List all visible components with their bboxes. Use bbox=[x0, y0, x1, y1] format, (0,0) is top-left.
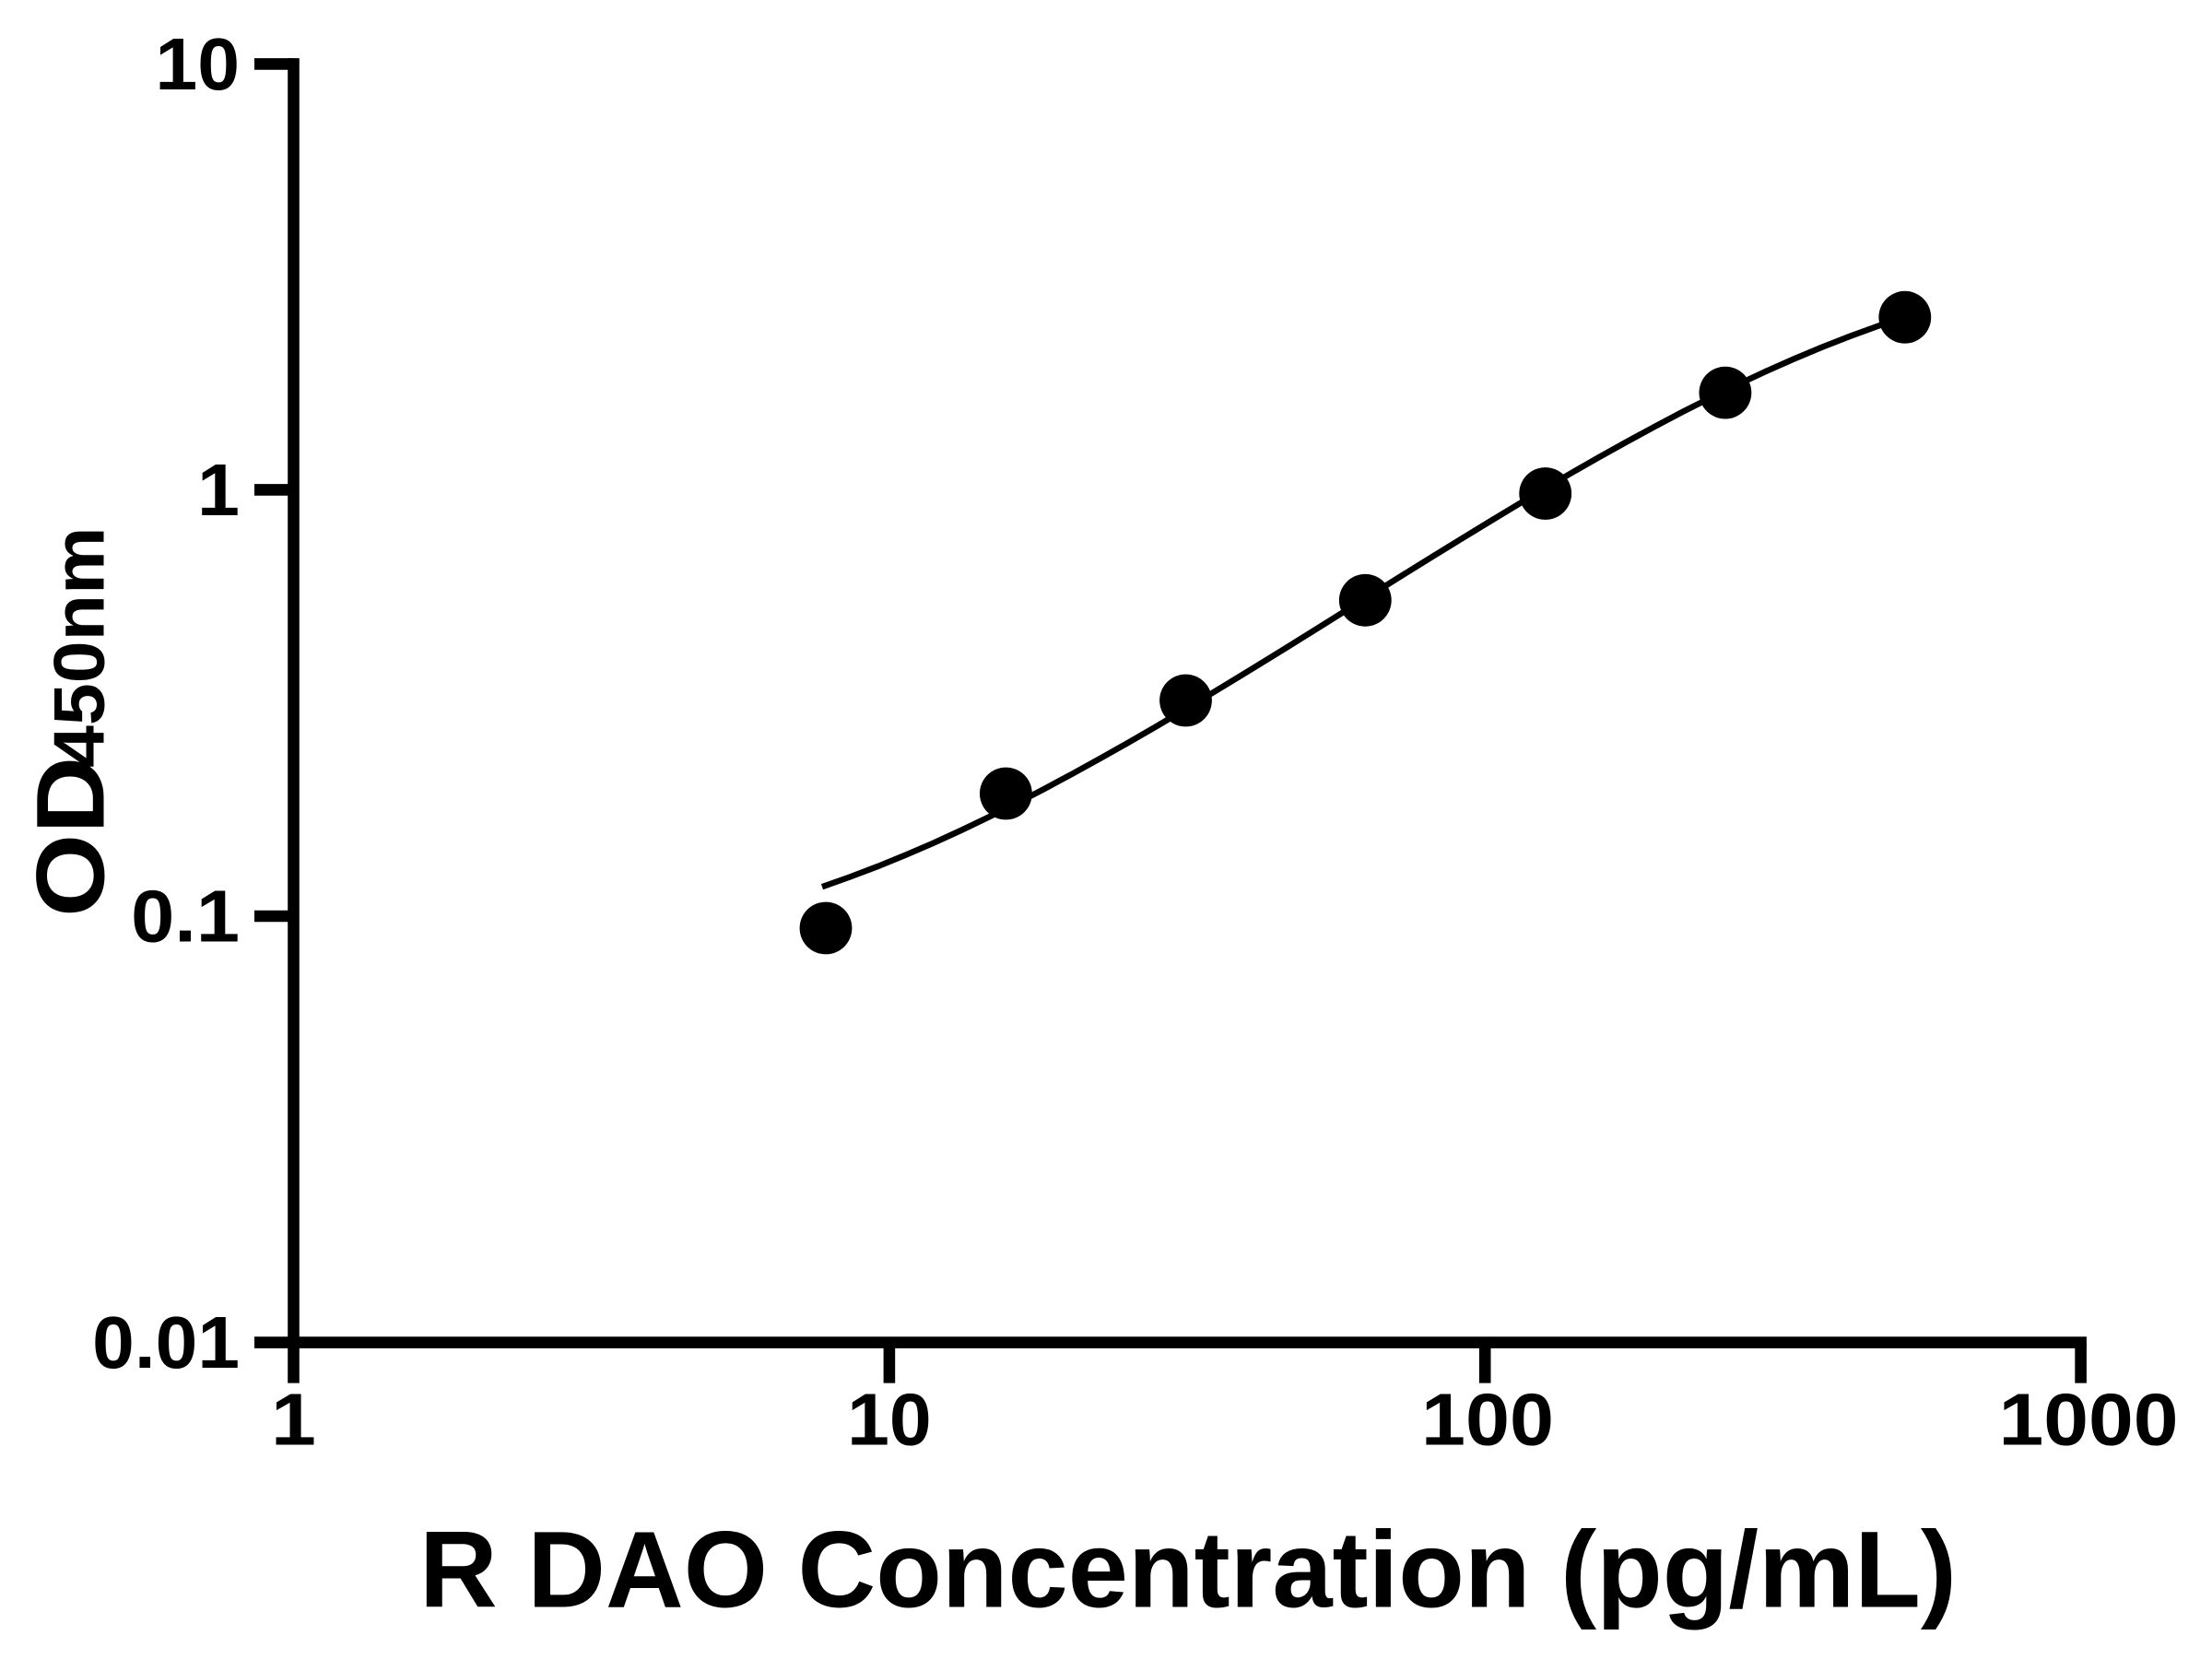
svg-text:0.1: 0.1 bbox=[131, 876, 240, 958]
svg-text:0.01: 0.01 bbox=[92, 1301, 240, 1383]
svg-text:450nm: 450nm bbox=[40, 527, 120, 768]
svg-text:R DAO Concentration (pg/mL): R DAO Concentration (pg/mL) bbox=[419, 1510, 1957, 1631]
svg-text:10: 10 bbox=[155, 23, 240, 105]
svg-text:100: 100 bbox=[1421, 1379, 1554, 1461]
svg-text:10: 10 bbox=[847, 1379, 932, 1461]
svg-text:1000: 1000 bbox=[1999, 1379, 2179, 1461]
svg-text:1: 1 bbox=[271, 1379, 316, 1461]
svg-text:OD: OD bbox=[18, 757, 125, 917]
svg-text:1: 1 bbox=[197, 449, 240, 531]
